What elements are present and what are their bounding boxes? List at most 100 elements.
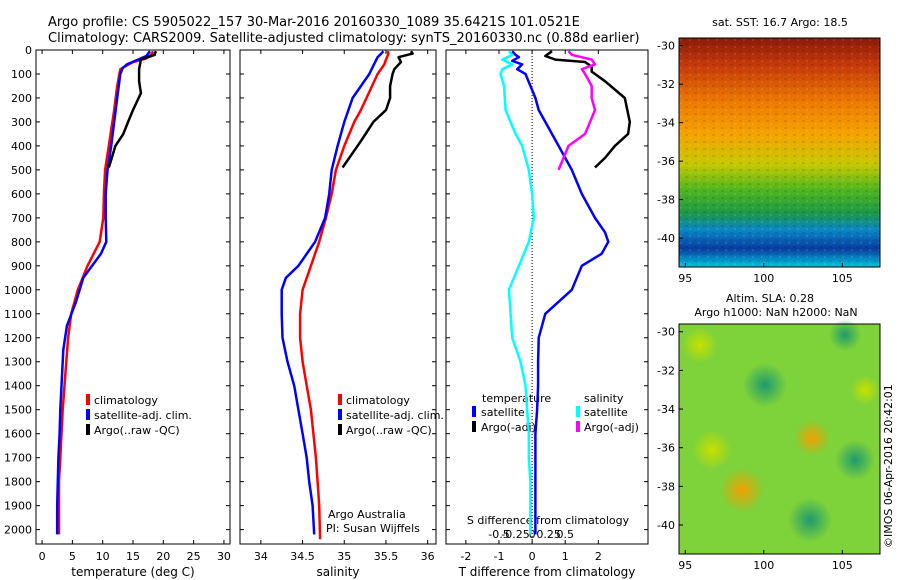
x-axis-label: T difference from climatology xyxy=(458,565,636,579)
map-sla: Altim. SLA: 0.28 Argo h1000: NaN h2000: … xyxy=(657,292,881,572)
panel-temperature: temperature (deg C) climatology satellit… xyxy=(4,44,231,579)
legend-label-argo: Argo(..raw -QC) xyxy=(94,424,180,437)
series-line-clim xyxy=(298,50,390,540)
map-y-tick-label: -30 xyxy=(657,40,675,53)
map-x-tick-label: 95 xyxy=(678,272,692,285)
header-line1: Argo profile: CS 5905022_157 30-Mar-2016… xyxy=(48,15,580,30)
legend-label-s-sat: satellite xyxy=(584,406,628,419)
panel-difference: T difference from climatology S differen… xyxy=(445,49,649,579)
y-tick-label: 400 xyxy=(11,140,32,153)
legend-label-satellite: satellite-adj. clim. xyxy=(346,409,444,422)
top-tick-label: -0.25 xyxy=(501,528,529,541)
plot-frame xyxy=(35,49,231,545)
legend-swatch-climatology xyxy=(86,394,90,405)
legend-label-climatology: climatology xyxy=(94,394,158,407)
series-line-s_argo xyxy=(557,50,597,171)
y-tick-label: 1000 xyxy=(4,284,32,297)
top-tick-label: 0.25 xyxy=(536,528,561,541)
map-y-tick-label: -36 xyxy=(657,442,675,455)
x-tick-label: 30 xyxy=(217,550,231,563)
map-y-tick-label: -38 xyxy=(657,194,675,207)
legend: climatology satellite-adj. clim. Argo(..… xyxy=(338,394,444,437)
x-tick-label: 25 xyxy=(187,550,201,563)
legend-label-argo: Argo(..raw -QC) xyxy=(346,424,432,437)
x-axis-label: salinity xyxy=(316,565,359,579)
y-tick-label: 700 xyxy=(11,212,32,225)
x-tick-label: 36 xyxy=(421,550,435,563)
legend-swatch-s-argo xyxy=(576,421,580,432)
annotation-argo-australia: Argo Australia xyxy=(328,508,406,521)
legend-label-s-argo: Argo(-adj) xyxy=(584,421,639,434)
legend-swatch-s-sat xyxy=(576,406,580,417)
x-tick-label: 5 xyxy=(69,550,76,563)
map-sla-title2: Argo h1000: NaN h2000: NaN xyxy=(694,306,857,319)
plot-frame xyxy=(445,49,649,545)
series-line-t_argo xyxy=(544,50,632,169)
legend: climatology satellite-adj. clim. Argo(..… xyxy=(86,394,192,437)
map-x-tick-label: 100 xyxy=(753,272,774,285)
legend-label-satellite: satellite-adj. clim. xyxy=(94,409,192,422)
map-y-tick-label: -38 xyxy=(657,480,675,493)
y-tick-label: 1800 xyxy=(4,476,32,489)
top-tick-label: 0.5 xyxy=(556,528,574,541)
series-line-argo xyxy=(107,50,158,168)
y-tick-label: 800 xyxy=(11,236,32,249)
map-x-tick-label: 105 xyxy=(832,272,853,285)
map-y-tick-label: -40 xyxy=(657,232,675,245)
y-tick-label: 1700 xyxy=(4,452,32,465)
y-tick-label: 2000 xyxy=(4,524,32,537)
top-axis-label: S difference from climatology xyxy=(467,514,630,527)
legend: temperature salinity satellite Argo(-adj… xyxy=(472,392,639,434)
top-tick-label: -0.5 xyxy=(488,528,509,541)
x-tick-label: 34.5 xyxy=(290,550,315,563)
map-x-tick-label: 105 xyxy=(832,559,853,572)
y-tick-label: 500 xyxy=(11,164,32,177)
x-tick-label: 10 xyxy=(96,550,110,563)
legend-swatch-climatology xyxy=(338,394,342,405)
map-y-tick-label: -40 xyxy=(657,519,675,532)
legend-title-temperature: temperature xyxy=(482,392,551,405)
y-tick-label: 200 xyxy=(11,92,32,105)
y-tick-label: 1600 xyxy=(4,428,32,441)
map-sla-features xyxy=(682,319,880,542)
x-tick-label: 34 xyxy=(254,550,268,563)
legend-label-t-sat: satellite xyxy=(481,406,525,419)
legend-swatch-t-sat xyxy=(472,406,476,417)
y-tick-label: 900 xyxy=(11,260,32,273)
y-tick-label: 0 xyxy=(25,44,32,57)
map-sst-frame xyxy=(678,37,881,268)
series-line-sat xyxy=(55,50,151,535)
y-tick-label: 1100 xyxy=(4,308,32,321)
legend-swatch-t-argo xyxy=(472,421,476,432)
x-axis-label: temperature (deg C) xyxy=(71,565,194,579)
y-tick-label: 300 xyxy=(11,116,32,129)
map-y-tick-label: -32 xyxy=(657,78,675,91)
map-y-tick-label: -34 xyxy=(657,403,675,416)
x-tick-label: 0 xyxy=(39,550,46,563)
y-tick-label: 1400 xyxy=(4,380,32,393)
map-x-tick-label: 100 xyxy=(753,559,774,572)
top-tick-label: 0 xyxy=(529,528,536,541)
legend-swatch-satellite xyxy=(338,409,342,420)
map-x-tick-label: 95 xyxy=(678,559,692,572)
legend-swatch-argo xyxy=(338,424,342,435)
annotation-pi: PI: Susan Wijffels xyxy=(326,522,420,535)
x-tick-label: -1 xyxy=(493,550,504,563)
map-y-tick-label: -36 xyxy=(657,155,675,168)
y-tick-label: 1900 xyxy=(4,500,32,513)
credit: ©IMOS 06-Apr-2016 20:42:01 xyxy=(882,384,895,548)
map-y-tick-label: -32 xyxy=(657,364,675,377)
legend-swatch-argo xyxy=(86,424,90,435)
y-tick-label: 600 xyxy=(11,188,32,201)
series-line-argo xyxy=(341,50,414,169)
y-tick-label: 100 xyxy=(11,68,32,81)
y-tick-label: 1300 xyxy=(4,356,32,369)
map-sla-title1: Altim. SLA: 0.28 xyxy=(726,292,814,305)
legend-label-t-argo: Argo(-adj) xyxy=(481,421,536,434)
legend-label-climatology: climatology xyxy=(346,394,410,407)
x-tick-label: 15 xyxy=(126,550,140,563)
map-sst-texture xyxy=(679,38,880,267)
series-line-clim xyxy=(57,50,155,535)
x-tick-label: 35 xyxy=(337,550,351,563)
x-tick-label: 1 xyxy=(562,550,569,563)
